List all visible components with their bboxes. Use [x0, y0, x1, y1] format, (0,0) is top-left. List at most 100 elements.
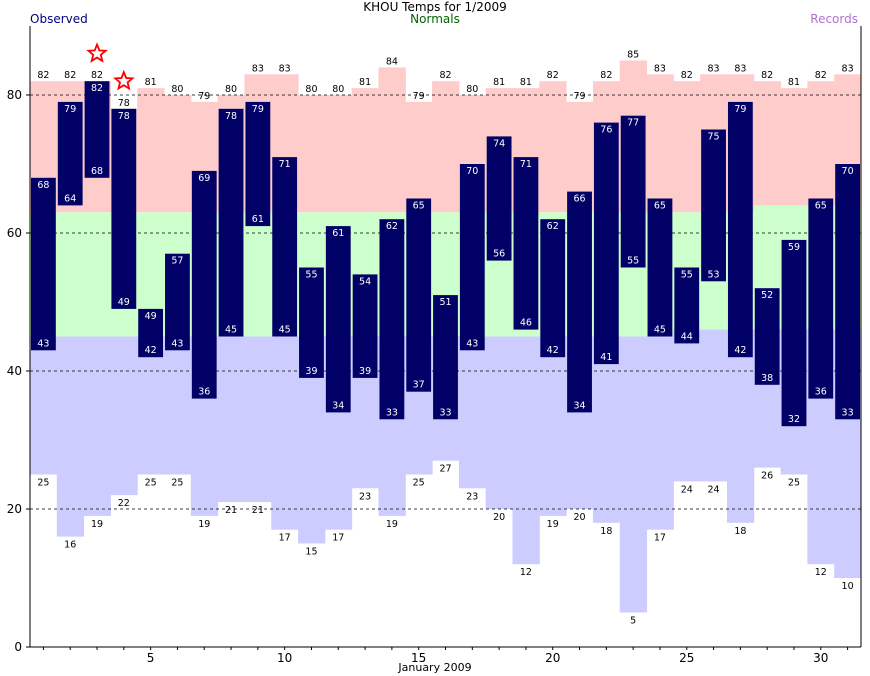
observed-high-label: 71 [279, 159, 291, 170]
record-high-label: 81 [493, 77, 505, 88]
record-low-label: 17 [279, 533, 291, 544]
record-low-label: 27 [439, 464, 451, 475]
observed-high-label: 71 [520, 159, 532, 170]
observed-low-label: 45 [654, 325, 666, 336]
record-high-label: 83 [252, 63, 264, 74]
legend-normals: Normals [410, 12, 460, 26]
record-high-band [378, 67, 406, 213]
observed-high-label: 49 [145, 311, 157, 322]
observed-bar [272, 157, 298, 337]
record-low-band [539, 336, 567, 516]
observed-low-label: 43 [466, 338, 478, 349]
observed-high-label: 74 [493, 138, 505, 149]
observed-bar [647, 198, 673, 337]
record-high-band [646, 74, 674, 213]
record-high-label: 83 [842, 63, 854, 74]
record-high-label: 81 [788, 77, 800, 88]
observed-bar [191, 170, 217, 399]
observed-high-label: 79 [734, 104, 746, 115]
y-tick-label: 60 [7, 226, 22, 240]
observed-bar [352, 274, 378, 378]
record-high-label: 85 [627, 50, 639, 61]
record-high-label: 80 [332, 84, 344, 95]
observed-low-label: 68 [91, 166, 103, 177]
record-high-label: 84 [386, 56, 398, 67]
record-low-band [458, 336, 487, 489]
observed-low-label: 46 [520, 318, 532, 329]
x-tick-label: 30 [813, 651, 828, 665]
record-low-band [619, 336, 648, 613]
normal-band [56, 212, 85, 337]
observed-high-label: 61 [332, 228, 344, 239]
record-high-label: 80 [225, 84, 237, 95]
record-low-label: 19 [91, 519, 103, 530]
record-low-label: 21 [252, 505, 264, 516]
record-low-label: 18 [600, 526, 612, 537]
observed-low-label: 39 [305, 366, 317, 377]
normal-band [83, 212, 111, 337]
record-high-label: 80 [466, 84, 478, 95]
y-tick-label: 0 [14, 640, 22, 654]
observed-high-label: 52 [761, 290, 773, 301]
record-high-label: 83 [708, 63, 720, 74]
observed-high-label: 78 [225, 111, 237, 122]
observed-bar [218, 108, 244, 337]
record-low-band [673, 329, 701, 482]
record-low-band [512, 336, 540, 565]
record-high-label: 80 [305, 84, 317, 95]
observed-high-label: 76 [600, 125, 612, 136]
normal-band [244, 212, 272, 337]
observed-low-label: 42 [547, 345, 559, 356]
record-low-band [244, 336, 272, 503]
record-low-label: 25 [413, 478, 425, 489]
observed-low-label: 45 [225, 325, 237, 336]
y-tick-label: 20 [7, 502, 22, 516]
observed-low-label: 61 [252, 214, 264, 225]
record-high-band [164, 95, 192, 213]
observed-high-label: 78 [118, 111, 130, 122]
record-low-label: 20 [573, 512, 585, 523]
record-low-label: 19 [547, 519, 559, 530]
record-low-band [646, 336, 674, 530]
observed-bar [754, 288, 780, 385]
record-high-label: 79 [413, 91, 425, 102]
record-high-label: 82 [600, 70, 612, 81]
observed-high-label: 54 [359, 276, 371, 287]
observed-bar [540, 219, 566, 358]
record-star-icon [86, 42, 108, 63]
observed-high-label: 57 [171, 256, 183, 267]
record-low-label: 15 [305, 547, 317, 558]
observed-high-label: 59 [788, 242, 800, 253]
observed-low-label: 43 [171, 338, 183, 349]
record-low-band [30, 336, 58, 475]
record-high-label: 82 [547, 70, 559, 81]
record-low-label: 25 [37, 478, 49, 489]
record-low-label: 20 [493, 512, 505, 523]
observed-high-label: 62 [547, 221, 559, 232]
record-high-band [324, 95, 353, 213]
record-high-label: 83 [654, 63, 666, 74]
record-low-band [83, 336, 111, 516]
observed-bar [111, 108, 137, 309]
observed-bar [459, 164, 485, 351]
record-high-band [137, 88, 165, 213]
observed-bar [57, 101, 83, 206]
record-high-label: 81 [520, 77, 532, 88]
record-low-band [592, 336, 621, 523]
observed-bar [674, 267, 700, 344]
record-high-band [780, 88, 808, 206]
observed-low-label: 53 [708, 269, 720, 280]
y-tick-label: 80 [7, 88, 22, 102]
observed-low-label: 41 [600, 352, 612, 363]
observed-high-label: 65 [815, 201, 827, 212]
observed-high-label: 51 [439, 297, 451, 308]
observed-high-label: 77 [627, 118, 639, 129]
observed-low-label: 33 [842, 407, 854, 418]
record-high-label: 82 [64, 70, 76, 81]
observed-high-label: 65 [654, 201, 666, 212]
record-high-band [351, 88, 379, 213]
observed-bar [486, 136, 512, 261]
observed-bar [701, 129, 726, 282]
record-low-label: 23 [466, 491, 478, 502]
